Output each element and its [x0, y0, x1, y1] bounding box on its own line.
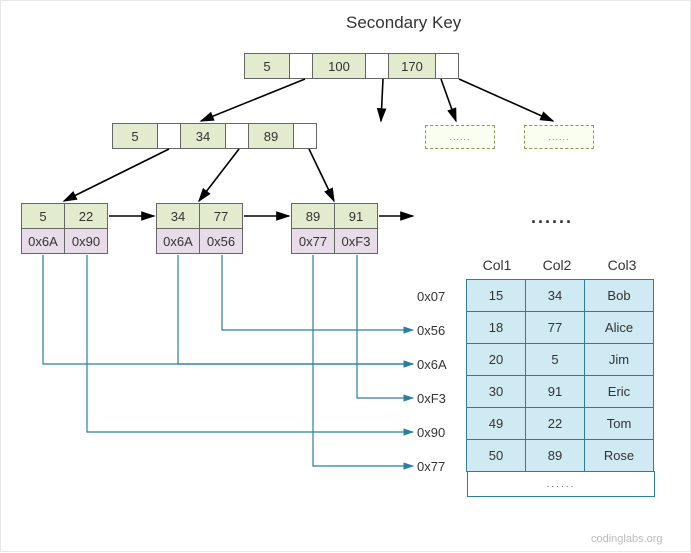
table-cell: 89 [525, 439, 585, 472]
record-address-label: 0x90 [417, 425, 445, 440]
btree-leaf-node: 89910x770xF3 [291, 203, 378, 254]
leaf-address-cell: 0x77 [291, 228, 335, 254]
btree-placeholder-node: ...... [425, 125, 495, 149]
btree-pointer-cell [435, 53, 459, 79]
leaf-address-cell: 0xF3 [334, 228, 378, 254]
btree-root-node: 5 100 170 [244, 53, 459, 79]
table-cell: 18 [466, 311, 526, 344]
table-row: 1534Bob [467, 279, 657, 312]
btree-key-cell: 170 [388, 53, 436, 79]
btree-pointer-cell [225, 123, 249, 149]
table-row: 5089Rose [467, 440, 657, 472]
btree-leaf-node: 34770x6A0x56 [156, 203, 243, 254]
table-row: 1877Alice [467, 312, 657, 344]
leaf-address-cell: 0x6A [156, 228, 200, 254]
leaf-key-cell: 77 [199, 203, 243, 229]
leaf-address-cell: 0x56 [199, 228, 243, 254]
table-row: 3091Eric [467, 376, 657, 408]
leaf-ellipsis: ...... [531, 207, 573, 228]
table-cell: Rose [584, 439, 654, 472]
table-cell: Bob [584, 279, 654, 312]
leaf-address-cell: 0x6A [21, 228, 65, 254]
btree-pointer-cell [157, 123, 181, 149]
leaf-key-cell: 91 [334, 203, 378, 229]
table-cell: Alice [584, 311, 654, 344]
record-address-label: 0x07 [417, 289, 445, 304]
btree-key-cell: 89 [248, 123, 294, 149]
table-header-cell: Col3 [587, 257, 657, 279]
table-header-cell: Col1 [467, 257, 527, 279]
btree-key-cell: 100 [312, 53, 366, 79]
table-cell: 15 [466, 279, 526, 312]
table-body: 1534Bob1877Alice205Jim3091Eric4922Tom508… [467, 279, 657, 472]
diagram-container: Secondary Key 5 100 170 5 34 89 ............… [0, 0, 691, 552]
table-row: 205Jim [467, 344, 657, 376]
btree-placeholder-node: ...... [524, 125, 594, 149]
record-address-label: 0x6A [417, 357, 447, 372]
leaf-key-cell: 89 [291, 203, 335, 229]
btree-pointer-cell [289, 53, 313, 79]
leaf-address-cell: 0x90 [64, 228, 108, 254]
leaf-key-cell: 5 [21, 203, 65, 229]
record-address-label: 0xF3 [417, 391, 446, 406]
table-header-row: Col1Col2Col3 [467, 257, 657, 279]
diagram-title: Secondary Key [346, 13, 461, 33]
watermark: codinglabs.org [591, 533, 663, 545]
table-cell: 34 [525, 279, 585, 312]
btree-pointer-cell [293, 123, 317, 149]
table-cell: 77 [525, 311, 585, 344]
table-footer: ...... [467, 471, 655, 497]
leaf-key-cell: 22 [64, 203, 108, 229]
btree-leaf-node: 5220x6A0x90 [21, 203, 108, 254]
table-cell: 50 [466, 439, 526, 472]
btree-key-cell: 5 [112, 123, 158, 149]
table-cell: 91 [525, 375, 585, 408]
table-cell: 20 [466, 343, 526, 376]
table-cell: 22 [525, 407, 585, 440]
record-address-label: 0x56 [417, 323, 445, 338]
leaf-key-cell: 34 [156, 203, 200, 229]
table-header-cell: Col2 [527, 257, 587, 279]
data-table: Col1Col2Col3 1534Bob1877Alice205Jim3091E… [467, 257, 657, 497]
table-cell: Tom [584, 407, 654, 440]
table-cell: 5 [525, 343, 585, 376]
table-cell: 49 [466, 407, 526, 440]
table-row: 4922Tom [467, 408, 657, 440]
btree-key-cell: 34 [180, 123, 226, 149]
btree-internal-node: 5 34 89 [112, 123, 317, 149]
table-cell: Eric [584, 375, 654, 408]
btree-pointer-cell [365, 53, 389, 79]
table-cell: Jim [584, 343, 654, 376]
record-address-label: 0x77 [417, 459, 445, 474]
btree-key-cell: 5 [244, 53, 290, 79]
table-cell: 30 [466, 375, 526, 408]
